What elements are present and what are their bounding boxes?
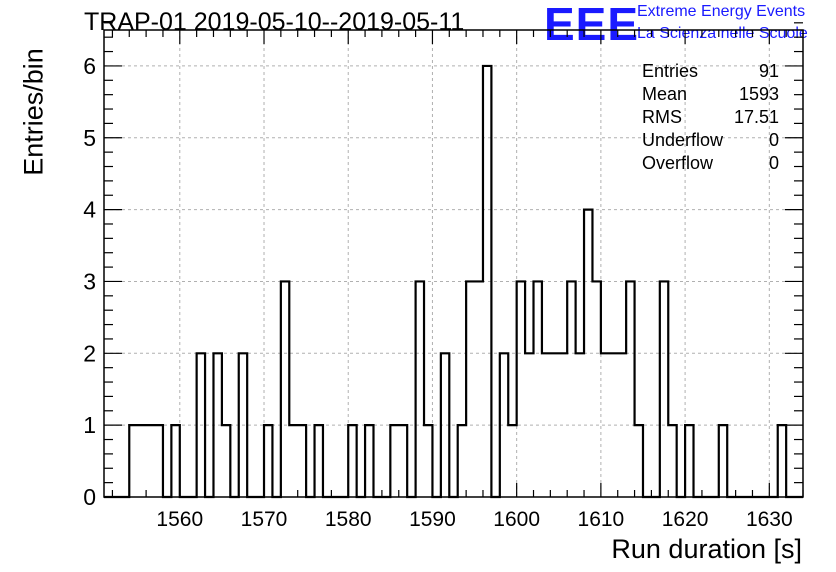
- y-tick-label: 6: [83, 53, 96, 79]
- stats-mean-value: 1593: [738, 84, 779, 104]
- x-tick-label: 1580: [325, 508, 372, 531]
- x-tick-label: 1560: [156, 508, 203, 531]
- y-tick-label: 3: [83, 268, 96, 294]
- x-tick-label: 1620: [662, 508, 709, 531]
- logo-subtitle-1: Extreme Energy Events: [637, 3, 806, 20]
- x-tick-label: 1600: [493, 508, 540, 531]
- stats-overflow-value: 0: [768, 153, 779, 173]
- axis-ticks: 1560 1570 1580 1590 1600 1610 1620 1630 0 1 2 3 4 5 6: [83, 22, 804, 531]
- y-axis-label: Entries/bin: [18, 48, 49, 176]
- stats-underflow-value: 0: [768, 130, 779, 150]
- y-tick-label: 0: [83, 484, 96, 510]
- stats-entries-label: Entries: [642, 61, 699, 81]
- stats-mean-label: Mean: [642, 84, 688, 104]
- x-tick-label: 1570: [241, 508, 288, 531]
- stats-entries-value: 91: [758, 61, 779, 81]
- stats-rms-label: RMS: [642, 107, 682, 127]
- y-tick-label: 1: [83, 412, 96, 438]
- y-tick-label: 4: [83, 197, 96, 223]
- grid-lines: [104, 30, 803, 497]
- x-axis-label: Run duration [s]: [611, 534, 802, 564]
- histogram-outline: [104, 64, 803, 499]
- stats-overflow-label: Overflow: [642, 153, 714, 173]
- stats-rms-value: 17.51: [733, 107, 779, 127]
- eee-logo: EEE: [544, 0, 640, 50]
- x-tick-label: 1630: [746, 508, 793, 531]
- x-tick-label: 1590: [409, 508, 456, 531]
- chart-title: TRAP-01 2019-05-10--2019-05-11: [84, 8, 465, 36]
- y-tick-label: 5: [83, 125, 96, 151]
- plot-frame: [103, 29, 804, 498]
- y-tick-label: 2: [83, 340, 96, 366]
- stats-underflow-label: Underflow: [642, 130, 724, 150]
- x-tick-label: 1610: [578, 508, 625, 531]
